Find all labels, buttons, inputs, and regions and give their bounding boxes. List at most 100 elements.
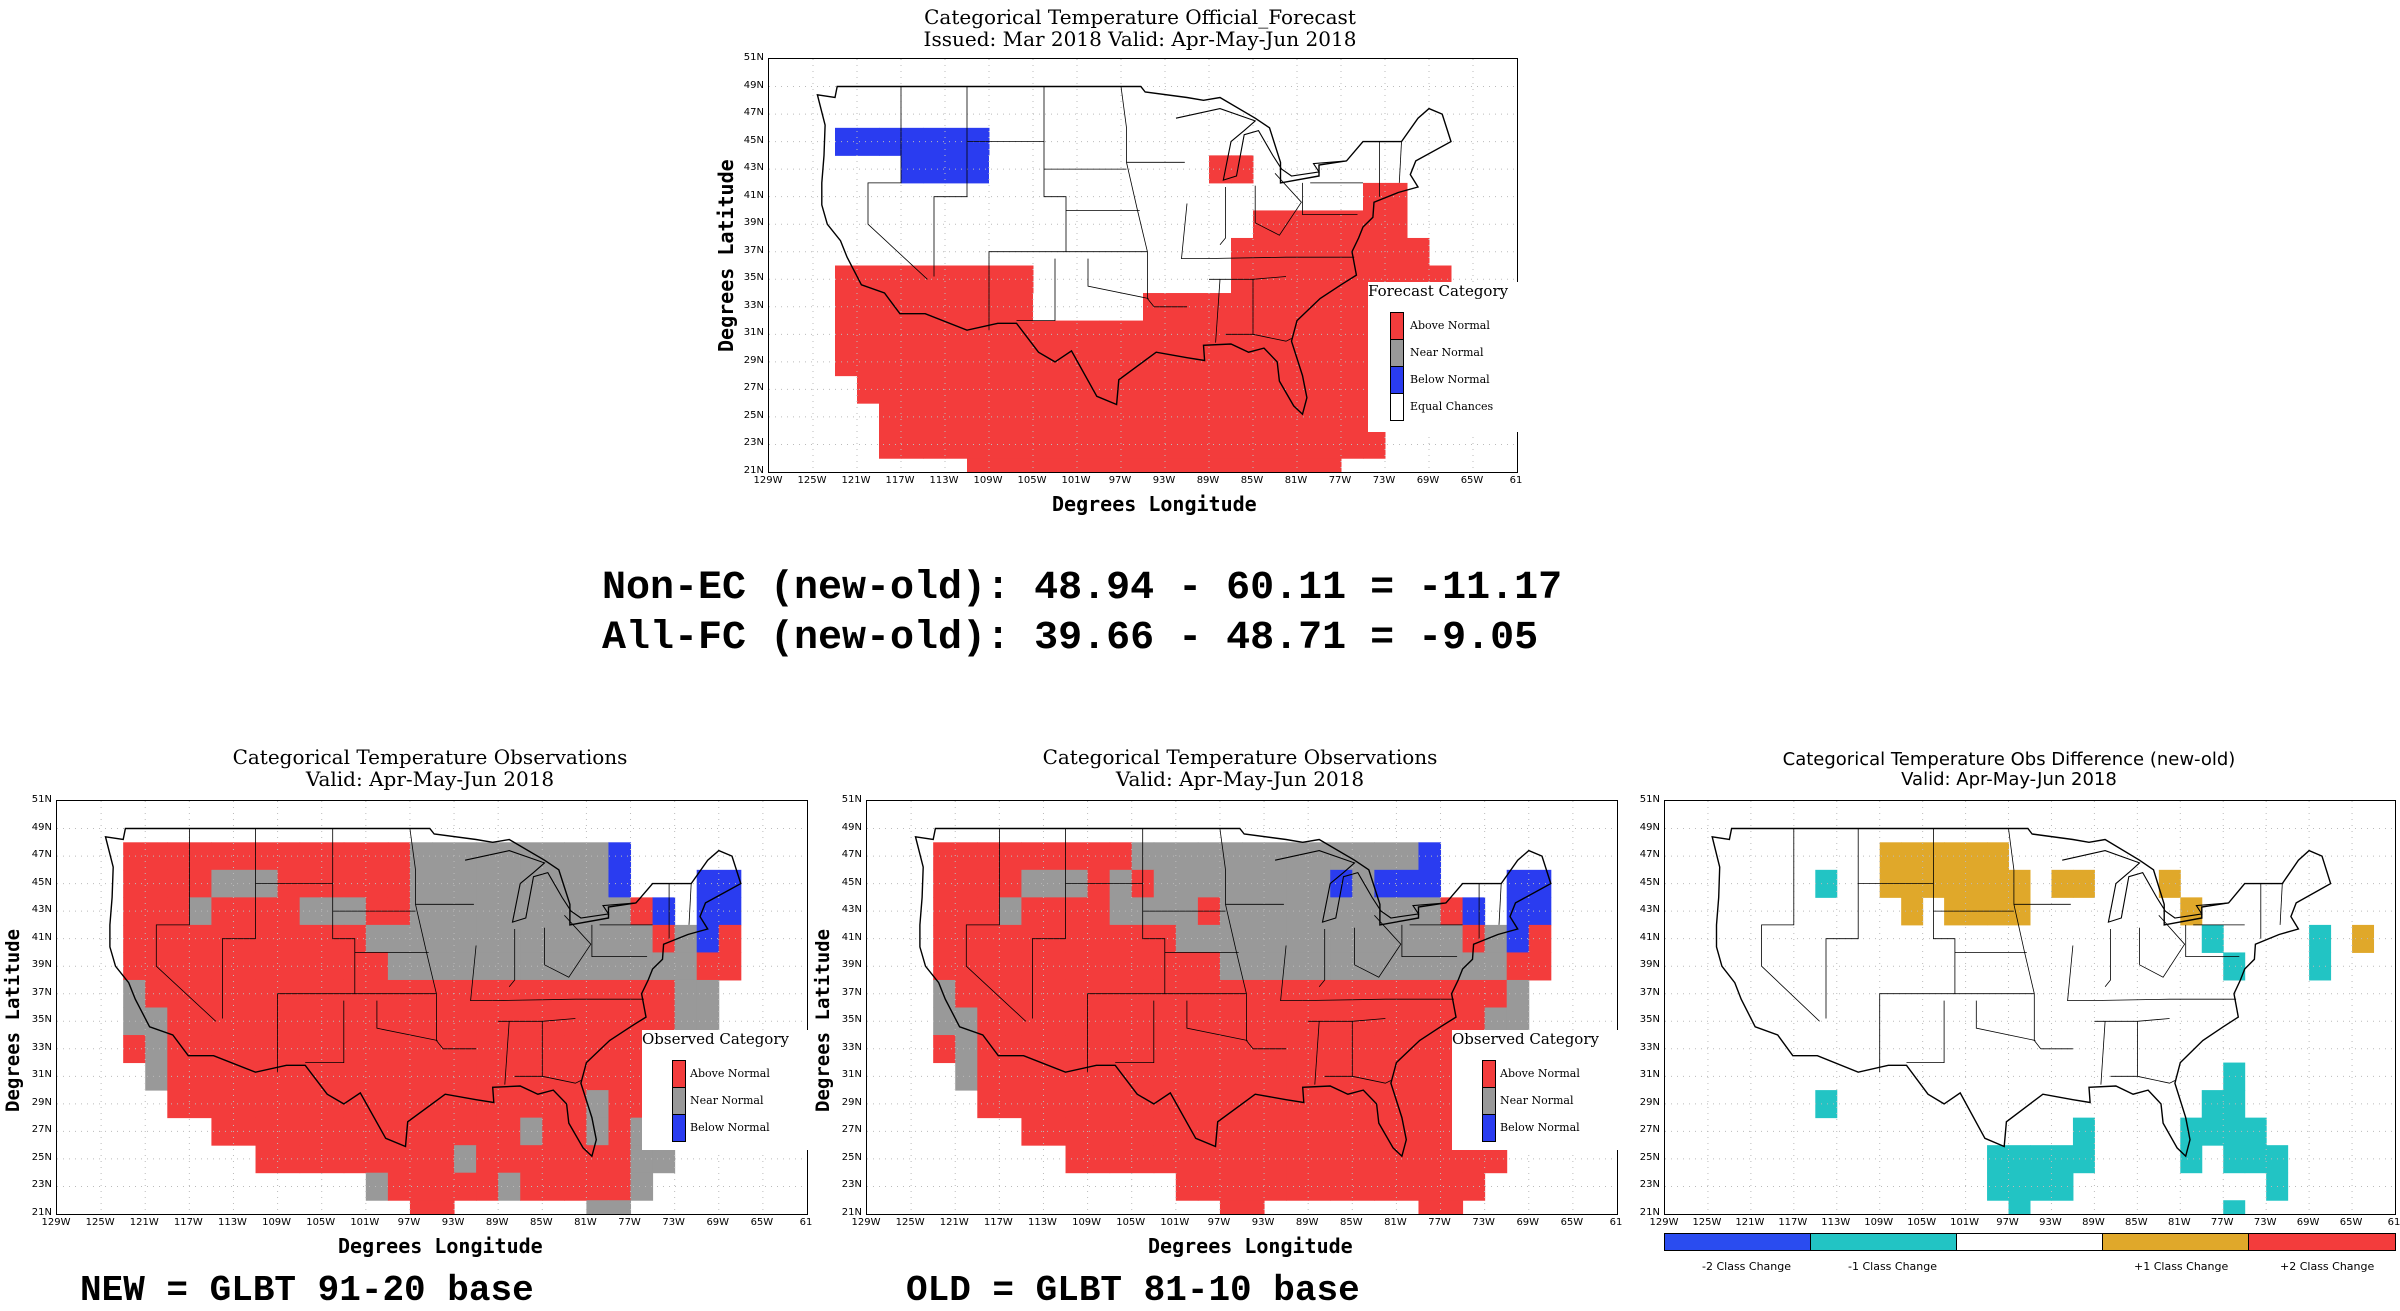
state-border xyxy=(2139,915,2186,978)
above-normal-cell xyxy=(432,979,455,1008)
below-normal-cell xyxy=(967,155,990,184)
lat-tick-label: 33N xyxy=(841,1041,862,1053)
above-normal-cell xyxy=(255,1007,279,1036)
above-normal-cell xyxy=(167,897,190,926)
above-normal-cell xyxy=(1209,348,1232,377)
obs-new-legend: Observed Category Above Normal Near Norm… xyxy=(642,1030,812,1150)
above-normal-cell xyxy=(977,979,1000,1008)
obs-old-title: Categorical Temperature Observations Val… xyxy=(810,746,1670,790)
legend-title: Observed Category xyxy=(642,1030,789,1048)
obs-new-caption: NEW = GLBT 91-20 base xyxy=(80,1270,534,1311)
minus1-change-cell xyxy=(2223,952,2246,981)
above-normal-cell xyxy=(299,1062,323,1091)
above-normal-cell xyxy=(1209,320,1232,349)
below-normal-cell xyxy=(923,127,946,156)
above-normal-cell xyxy=(901,265,924,294)
above-normal-cell xyxy=(1352,1145,1375,1174)
above-normal-cell xyxy=(1297,210,1320,239)
obs-new-panel: Categorical Temperature Observations Val… xyxy=(0,740,820,1311)
near-normal-cell xyxy=(1109,897,1133,926)
above-normal-cell xyxy=(1319,293,1342,322)
above-normal-cell xyxy=(542,1035,565,1064)
obs-old-xlabel: Degrees Longitude xyxy=(1148,1234,1353,1258)
near-normal-cell xyxy=(1440,952,1464,981)
near-normal-cell xyxy=(1286,842,1309,871)
legend-swatch-near xyxy=(1482,1087,1496,1115)
above-normal-cell xyxy=(977,952,1000,981)
above-normal-cell xyxy=(1011,375,1034,404)
above-normal-cell xyxy=(343,1145,367,1174)
lon-tick-label: 93W xyxy=(2039,1217,2062,1228)
above-normal-cell xyxy=(1297,403,1320,432)
above-normal-cell xyxy=(1043,952,1067,981)
above-normal-cell xyxy=(923,265,946,294)
above-normal-cell xyxy=(233,979,257,1008)
above-normal-cell xyxy=(1418,1062,1442,1091)
state-border xyxy=(1087,258,1149,299)
above-normal-cell xyxy=(476,1035,499,1064)
above-normal-cell xyxy=(1363,210,1386,239)
above-normal-cell xyxy=(1418,1145,1442,1174)
above-normal-cell xyxy=(189,979,212,1008)
above-normal-cell xyxy=(1077,375,1100,404)
lon-tick-label: 81W xyxy=(574,1217,597,1228)
plus1-change-cell xyxy=(1987,842,2010,871)
above-normal-cell xyxy=(277,1062,301,1091)
above-normal-cell xyxy=(901,430,924,459)
above-normal-cell xyxy=(1187,375,1210,404)
above-normal-cell xyxy=(835,320,858,349)
lon-tick-label: 69W xyxy=(1416,475,1440,486)
lon-tick-label: 85W xyxy=(2125,1217,2148,1228)
above-normal-cell xyxy=(1165,458,1188,472)
above-normal-cell xyxy=(1385,210,1408,239)
above-normal-cell xyxy=(1528,924,1552,953)
state-border xyxy=(1181,203,1204,259)
above-normal-cell xyxy=(1219,1062,1243,1091)
near-normal-cell xyxy=(211,869,234,898)
above-normal-cell xyxy=(1021,1062,1044,1091)
above-normal-cell xyxy=(945,375,968,404)
above-normal-cell xyxy=(901,375,924,404)
near-normal-cell xyxy=(955,1062,978,1091)
lon-tick-label: 129W xyxy=(753,475,783,486)
above-normal-cell xyxy=(476,1007,499,1036)
above-normal-cell xyxy=(1352,1062,1375,1091)
below-normal-cell xyxy=(1506,897,1530,926)
obs-new-title: Categorical Temperature Observations Val… xyxy=(0,746,860,790)
lat-tick-label: 31N xyxy=(1639,1069,1660,1081)
above-normal-cell xyxy=(1231,155,1254,184)
obs-old-map xyxy=(866,800,1618,1215)
state-border xyxy=(1219,187,1226,246)
above-normal-cell xyxy=(1297,348,1320,377)
above-normal-cell xyxy=(1363,237,1386,266)
near-normal-cell xyxy=(1418,924,1442,953)
above-normal-cell xyxy=(167,1062,190,1091)
above-normal-cell xyxy=(1175,1062,1199,1091)
state-border xyxy=(2104,929,2111,988)
above-normal-cell xyxy=(1131,952,1155,981)
above-normal-cell xyxy=(945,320,968,349)
state-border xyxy=(1120,86,1155,308)
below-normal-cell xyxy=(857,127,880,156)
lon-tick-label: 109W xyxy=(1864,1217,1894,1228)
above-normal-cell xyxy=(879,403,902,432)
above-normal-cell xyxy=(1109,1117,1133,1146)
above-normal-cell xyxy=(1033,348,1056,377)
above-normal-cell xyxy=(299,1007,323,1036)
legend-label-above: Above Normal xyxy=(1410,319,1490,332)
lon-tick-label: 61 xyxy=(1509,475,1523,486)
near-normal-cell xyxy=(955,1035,978,1064)
above-normal-cell xyxy=(1011,403,1034,432)
above-normal-cell xyxy=(145,869,168,898)
near-normal-cell xyxy=(933,1007,956,1036)
lon-tick-label: 129W xyxy=(41,1217,71,1228)
state-border xyxy=(988,86,1067,331)
above-normal-cell xyxy=(1109,952,1133,981)
minus1-change-cell xyxy=(2223,1200,2246,1214)
minus1-change-cell xyxy=(2201,1117,2224,1146)
above-normal-cell xyxy=(1242,1172,1265,1201)
above-normal-cell xyxy=(977,924,1000,953)
above-normal-cell xyxy=(1253,458,1276,472)
above-normal-cell xyxy=(1253,293,1276,322)
lat-tick-label: 43N xyxy=(1639,904,1660,916)
